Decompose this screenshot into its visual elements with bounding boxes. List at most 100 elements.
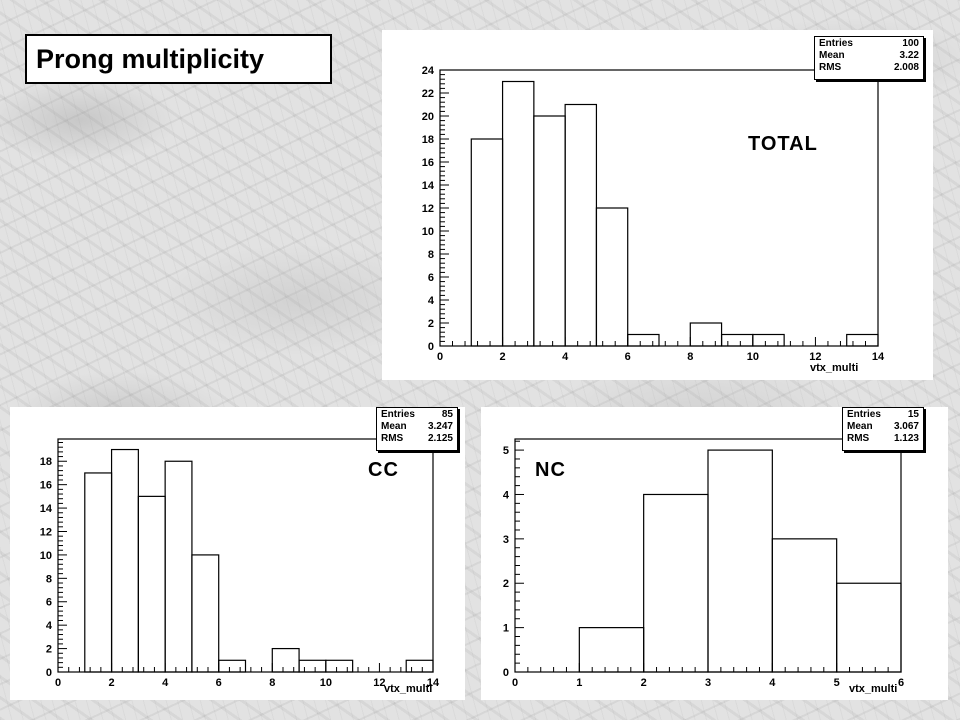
y-tick-label: 4 [428,295,435,307]
y-tick-label: 5 [503,445,509,457]
y-tick-label: 0 [503,667,509,679]
x-tick-label: 2 [641,677,647,689]
total-histogram-panel: 0 2 4 6 8 10 12 14 16 18 20 22 24 0 2 4 6 8 10 12 14 Entries… [382,30,933,380]
y-tick-label: 2 [428,318,434,330]
y-tick-label: 12 [422,203,434,215]
rms-value: 2.008 [893,62,919,73]
nc-histogram: 0 1 2 3 4 5 0 1 2 3 4 5 6 [503,438,904,689]
y-tick-label: 24 [422,65,435,77]
histogram-bin [627,333,660,347]
rms-label: RMS [819,62,842,73]
mean-value: 3.247 [427,421,453,432]
histogram-bin [564,103,598,347]
x-tick-label: 10 [747,351,759,363]
rms-value: 1.123 [893,433,919,444]
y-tick-label: 14 [40,503,53,515]
x-tick-label: 3 [705,677,711,689]
y-tick-label: 1 [503,623,509,635]
histogram-bin [164,460,193,673]
y-tick-label: 12 [40,526,52,538]
histogram-bin [501,80,535,347]
x-tick-label: 0 [437,351,443,363]
y-tick-label: 22 [422,88,434,100]
cc-label: CC [368,459,399,481]
total-stats-box: Entries 100 Mean 3.22 RMS 2.008 [814,36,924,80]
histogram-bin [110,448,139,673]
mean-value: 3.067 [893,421,919,432]
histogram-bin [836,582,902,673]
slide-title: Prong multiplicity [25,34,332,84]
x-tick-label: 6 [216,677,222,689]
histogram-bin [720,333,754,347]
y-tick-label: 16 [40,480,52,492]
x-tick-label: 8 [269,677,275,689]
histogram-bin [643,493,709,673]
y-tick-label: 8 [428,249,434,261]
y-tick-label: 10 [40,550,52,562]
x-tick-label: 2 [109,677,115,689]
entries-value: 15 [907,409,919,420]
y-tick-label: 18 [422,134,434,146]
x-tick-label: 1 [576,677,582,689]
x-tick-label: 0 [55,677,61,689]
y-tick-label: 6 [46,597,52,609]
x-tick-label: 6 [898,677,904,689]
histogram-bin [137,495,166,673]
mean-label: Mean [381,421,407,432]
histogram-bin [84,472,113,673]
histogram-bin [405,659,434,673]
x-tick-label: 2 [500,351,506,363]
x-tick-label: 12 [373,677,385,689]
histogram-bin [707,449,773,673]
rms-label: RMS [847,433,870,444]
rms-label: RMS [381,433,404,444]
rms-value: 2.125 [427,433,453,444]
x-tick-label: 5 [834,677,840,689]
y-tick-label: 20 [422,111,434,123]
x-tick-label: 12 [809,351,821,363]
nc-stats-box: Entries 15 Mean 3.067 RMS 1.123 [842,407,924,451]
y-tick-label: 6 [428,272,434,284]
histogram-bin [689,322,723,347]
y-tick-label: 4 [46,620,53,632]
entries-label: Entries [819,38,853,49]
y-tick-label: 2 [46,644,52,656]
histogram-bin [298,659,327,673]
y-tick-label: 14 [422,180,435,192]
x-tick-label: 10 [320,677,332,689]
histogram-bin [846,333,879,347]
mean-label: Mean [819,50,845,61]
entries-value: 100 [902,38,919,49]
cc-histogram-panel: 0 2 4 6 8 10 12 14 16 18 0 2 4 6 8 10 12 14 Entries 85 Mea… [10,407,465,700]
x-tick-label: 4 [769,677,776,689]
nc-label: NC [535,459,566,481]
y-tick-label: 2 [503,578,509,590]
entries-value: 85 [441,409,453,420]
x-tick-label: 4 [562,351,569,363]
nc-histogram-panel: 0 1 2 3 4 5 0 1 2 3 4 5 6 Entries 15 Mean 3.067 RMS 1.1… [481,407,948,700]
histogram-bin [218,659,247,673]
cc-x-axis-title: vtx_multi [384,683,433,695]
x-tick-label: 14 [427,677,440,689]
plot-frame [439,69,879,347]
total-label: TOTAL [748,133,818,155]
y-tick-label: 18 [40,456,52,468]
x-tick-label: 8 [687,351,693,363]
cc-histogram: 0 2 4 6 8 10 12 14 16 18 0 2 4 6 8 10 12 14 [40,438,440,689]
entries-label: Entries [847,409,881,420]
y-tick-label: 3 [503,534,509,546]
histogram-bin [752,333,785,347]
histogram-bin [470,138,504,347]
y-tick-label: 10 [422,226,434,238]
y-tick-label: 4 [503,489,510,501]
histogram-bin [771,538,838,673]
y-tick-label: 8 [46,573,52,585]
mean-value: 3.22 [899,50,919,61]
x-tick-label: 4 [162,677,169,689]
cc-stats-box: Entries 85 Mean 3.247 RMS 2.125 [376,407,458,451]
entries-label: Entries [381,409,415,420]
y-tick-label: 0 [428,341,434,353]
x-tick-label: 6 [625,351,631,363]
x-tick-label: 14 [872,351,885,363]
